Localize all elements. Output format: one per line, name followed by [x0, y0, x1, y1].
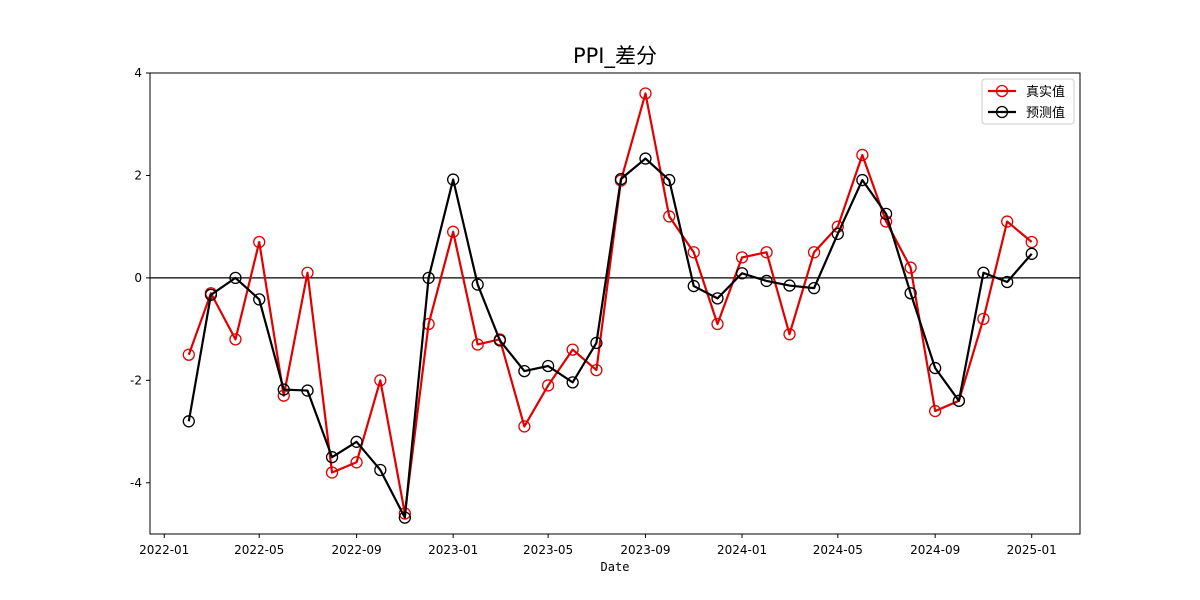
data-point-predicted	[566, 376, 579, 389]
data-point-predicted	[639, 152, 652, 165]
data-point-actual	[807, 246, 821, 259]
data-point-predicted	[760, 274, 773, 288]
data-point-actual	[374, 374, 387, 387]
data-point-actual	[1001, 215, 1014, 228]
legend-item: 真实值	[988, 84, 1065, 100]
data-point-actual	[904, 261, 917, 274]
y-tick-label: 0	[134, 271, 142, 285]
data-point-predicted	[807, 281, 821, 295]
y-tick-label: 2	[134, 168, 142, 182]
legend-marker	[995, 105, 1009, 119]
x-tick-label: 2025-01	[1007, 543, 1057, 557]
legend-label: 预测值	[1026, 105, 1065, 121]
data-point-predicted	[229, 271, 242, 285]
x-tick-label: 2023-09	[620, 543, 670, 557]
data-point-actual	[711, 317, 724, 331]
data-point-predicted	[182, 415, 195, 428]
chart-title: PPI_差分	[573, 44, 657, 69]
series-line-predicted	[187, 157, 1033, 519]
legend-marker	[995, 84, 1009, 98]
data-point-actual	[783, 328, 796, 341]
x-axis: 2022-01 2022-05 2022-09 2023-01 2023-05 2023-…	[139, 534, 1057, 557]
data-point-predicted	[952, 394, 966, 407]
data-point-actual	[929, 404, 942, 418]
data-point-actual	[253, 235, 266, 249]
data-point-predicted	[831, 227, 844, 240]
data-point-predicted	[253, 293, 266, 306]
data-point-actual	[856, 148, 869, 162]
x-tick-label: 2022-09	[332, 543, 382, 557]
data-point-predicted	[904, 287, 917, 300]
data-point-predicted	[590, 336, 603, 350]
data-point-predicted	[422, 271, 435, 285]
data-point-predicted	[493, 334, 506, 347]
plot-frame	[149, 72, 1081, 535]
x-tick-label: 2024-09	[910, 543, 960, 557]
data-point-predicted	[204, 288, 218, 301]
data-point-predicted	[518, 364, 531, 378]
data-point-predicted	[687, 279, 700, 293]
data-point-predicted	[929, 361, 942, 375]
data-point-actual	[229, 333, 242, 346]
x-tick-label: 2023-05	[523, 543, 573, 557]
data-point-predicted	[856, 173, 869, 187]
data-point-actual	[735, 251, 749, 264]
y-tick-label: 4	[134, 66, 142, 80]
data-point-predicted	[1001, 275, 1014, 289]
data-point-predicted	[398, 511, 412, 524]
x-tick-label: 2022-05	[234, 543, 284, 557]
data-point-actual	[541, 379, 555, 392]
data-point-predicted	[1025, 247, 1038, 260]
data-point-predicted	[325, 451, 339, 464]
x-tick-label: 2022-01	[139, 543, 189, 557]
data-point-actual	[182, 348, 195, 361]
data-point-actual	[518, 420, 531, 433]
data-point-actual	[1025, 235, 1038, 249]
data-point-actual	[687, 246, 700, 259]
legend-label: 真实值	[1026, 84, 1065, 100]
y-tick-label: -4	[130, 476, 142, 490]
data-point-predicted	[277, 383, 290, 396]
x-axis-title: Date	[601, 560, 630, 574]
data-point-actual	[566, 343, 579, 356]
data-point-actual	[301, 266, 314, 279]
data-point-actual	[350, 456, 363, 469]
data-point-predicted	[614, 172, 628, 186]
data-point-predicted	[735, 267, 749, 280]
y-tick-label: -2	[130, 373, 142, 387]
data-point-actual	[446, 225, 460, 238]
data-point-predicted	[663, 173, 676, 187]
data-point-predicted	[446, 173, 460, 186]
data-point-actual	[325, 466, 339, 479]
data-point-predicted	[783, 279, 796, 292]
legend-item: 预测值	[988, 105, 1065, 121]
data-point-actual	[977, 312, 990, 326]
data-point-actual	[471, 338, 484, 351]
x-tick-label: 2024-01	[717, 543, 767, 557]
series-actual	[182, 87, 1038, 520]
data-point-predicted	[374, 463, 387, 477]
plot-area	[150, 87, 1080, 524]
series-predicted	[182, 152, 1038, 524]
data-point-predicted	[711, 292, 724, 305]
data-point-actual	[639, 87, 652, 100]
data-point-predicted	[471, 278, 484, 291]
data-point-predicted	[350, 435, 363, 448]
data-point-predicted	[977, 266, 990, 279]
data-point-actual	[760, 246, 773, 259]
data-point-actual	[663, 210, 676, 223]
data-point-predicted	[879, 207, 893, 221]
data-point-predicted	[541, 359, 555, 373]
data-point-actual	[590, 363, 603, 377]
x-tick-label: 2023-01	[428, 543, 478, 557]
series-line-actual	[187, 92, 1033, 515]
y-axis: -4 -2 0 2 4	[130, 66, 150, 490]
data-point-predicted	[301, 384, 314, 397]
x-tick-label: 2024-05	[813, 543, 863, 557]
